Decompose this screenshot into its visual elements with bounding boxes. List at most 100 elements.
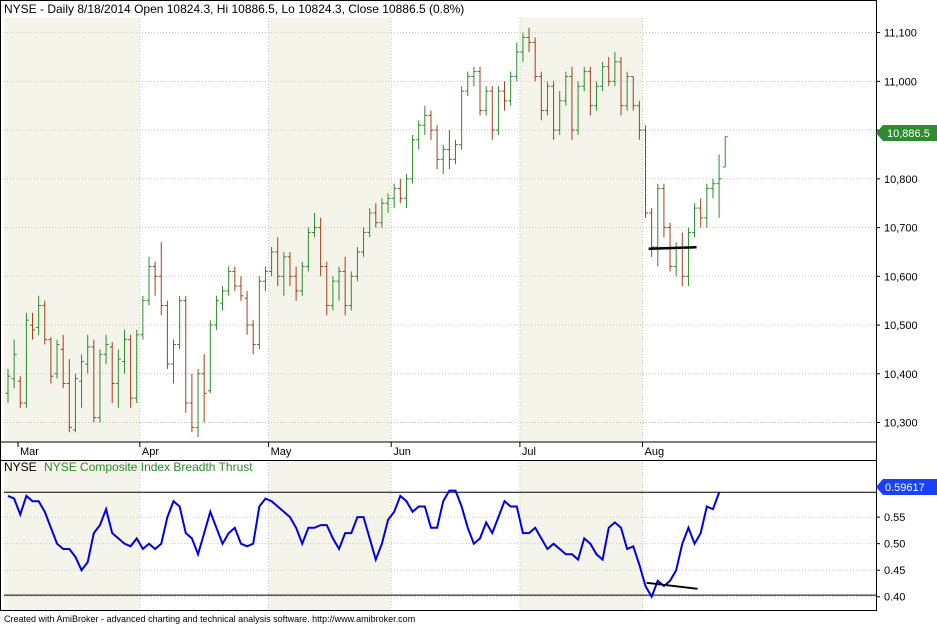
ohlc-bar	[575, 81, 581, 135]
ohlc-bar	[330, 276, 336, 311]
ohlc-bar	[91, 339, 97, 423]
month-band	[4, 460, 140, 610]
ohlc-bar	[410, 134, 416, 184]
indicator-pane-frame	[0, 460, 877, 611]
ohlc-bar	[36, 295, 42, 335]
ohlc-bar	[569, 66, 575, 140]
ohlc-bar	[5, 368, 11, 404]
ohlc-bar	[171, 339, 177, 384]
month-label: Apr	[142, 446, 159, 458]
ohlc-bar	[612, 52, 618, 87]
ohlc-bar	[305, 227, 311, 272]
indicator-line[interactable]	[7, 489, 721, 600]
ohlc-bar	[195, 368, 201, 438]
ohlc-bar	[722, 136, 728, 168]
ohlc-bar	[600, 61, 606, 92]
ohlc-bar	[115, 349, 121, 408]
footer-credit: Created with AmiBroker - advanced charti…	[4, 614, 415, 624]
ohlc-bar	[109, 342, 115, 404]
ohlc-bar	[275, 237, 281, 287]
ohlc-bar	[324, 261, 330, 316]
ohlc-bar	[391, 183, 397, 209]
indicator-y-axis: 0.40 0.45 0.50 0.55	[876, 512, 905, 604]
ohlc-bar	[520, 32, 526, 62]
ohlc-bar	[342, 256, 348, 316]
ohlc-bar	[502, 81, 508, 111]
ohlc-bar	[293, 266, 299, 301]
ohlc-bar	[508, 71, 514, 106]
indicator-last-value-badge: 0.59617	[876, 479, 937, 495]
ohlc-bar	[189, 373, 195, 433]
ohlc-bar	[624, 71, 630, 111]
ohlc-bar	[685, 227, 691, 287]
ohlc-bar	[128, 334, 134, 408]
ohlc-bar	[440, 144, 446, 174]
ohlc-bar	[134, 329, 140, 404]
ohlc-bar	[232, 266, 238, 291]
ohlc-bar	[48, 337, 54, 384]
ohlc-bar	[85, 334, 91, 374]
ohlc-bar	[312, 212, 317, 238]
ohlc-bar	[526, 27, 532, 53]
ohlc-bar	[207, 320, 213, 394]
ohlc-bar	[563, 71, 569, 106]
ohlc-bar	[318, 217, 324, 277]
ohlc-bar	[336, 266, 342, 301]
ohlc-bar	[716, 154, 722, 218]
ohlc-bar	[538, 71, 544, 121]
ohlc-bar	[66, 359, 72, 433]
ohlc-bar	[459, 86, 465, 150]
ohlc-bar	[630, 75, 636, 111]
indicator-axis-label: 0.55	[884, 512, 905, 524]
indicator-axis-label: 0.40	[884, 592, 905, 604]
price-axis-label: 10,400	[884, 369, 918, 381]
price-bars[interactable]	[5, 27, 728, 438]
ohlc-bar	[250, 320, 256, 355]
ohlc-bar	[397, 178, 403, 204]
ohlc-bar	[299, 261, 305, 296]
ohlc-bar	[140, 295, 146, 340]
ohlc-bar	[60, 334, 66, 389]
ohlc-bar	[23, 312, 29, 408]
ohlc-bar	[262, 266, 268, 291]
ohlc-bar	[679, 232, 685, 287]
ohlc-bar	[655, 183, 661, 267]
ohlc-bar	[79, 354, 85, 408]
ohlc-bar	[177, 295, 183, 350]
price-grid	[4, 18, 876, 442]
ohlc-bar	[514, 42, 520, 82]
ohlc-bar	[618, 56, 624, 116]
month-label: Jun	[393, 446, 411, 458]
month-band	[519, 18, 643, 442]
indicator-last-value: 0.59617	[885, 482, 925, 494]
pane-frames	[0, 0, 877, 611]
ohlc-bar	[495, 86, 501, 135]
ohlc-bar	[348, 271, 354, 311]
ohlc-bar	[146, 256, 152, 306]
ohlc-bar	[551, 81, 557, 140]
indicator-name: NYSE Composite Index Breadth Thrust	[44, 460, 253, 474]
month-band	[4, 18, 140, 442]
ohlc-bar	[72, 373, 78, 433]
ohlc-bar	[643, 125, 649, 218]
month-label: Mar	[20, 446, 39, 458]
ohlc-bar	[201, 354, 207, 423]
price-axis-label: 10,500	[884, 320, 918, 332]
ohlc-bar	[164, 300, 170, 369]
ohlc-bar	[103, 334, 109, 365]
ohlc-bar	[97, 349, 103, 423]
indicator-axis-label: 0.50	[884, 539, 905, 551]
ohlc-bar	[11, 339, 17, 389]
ohlc-bar	[422, 105, 428, 135]
price-axis-label: 11,100	[884, 28, 917, 40]
ohlc-bar	[692, 203, 698, 238]
ohlc-bar	[483, 86, 489, 116]
ohlc-bar	[416, 120, 422, 150]
ohlc-bar	[587, 66, 593, 116]
price-last-value-badge: 10,886.5	[876, 125, 937, 141]
ohlc-bar	[593, 81, 599, 111]
ohlc-bar	[636, 100, 642, 140]
ohlc-bar	[220, 286, 226, 311]
ohlc-bar	[581, 66, 587, 92]
ohlc-bar	[287, 251, 293, 287]
